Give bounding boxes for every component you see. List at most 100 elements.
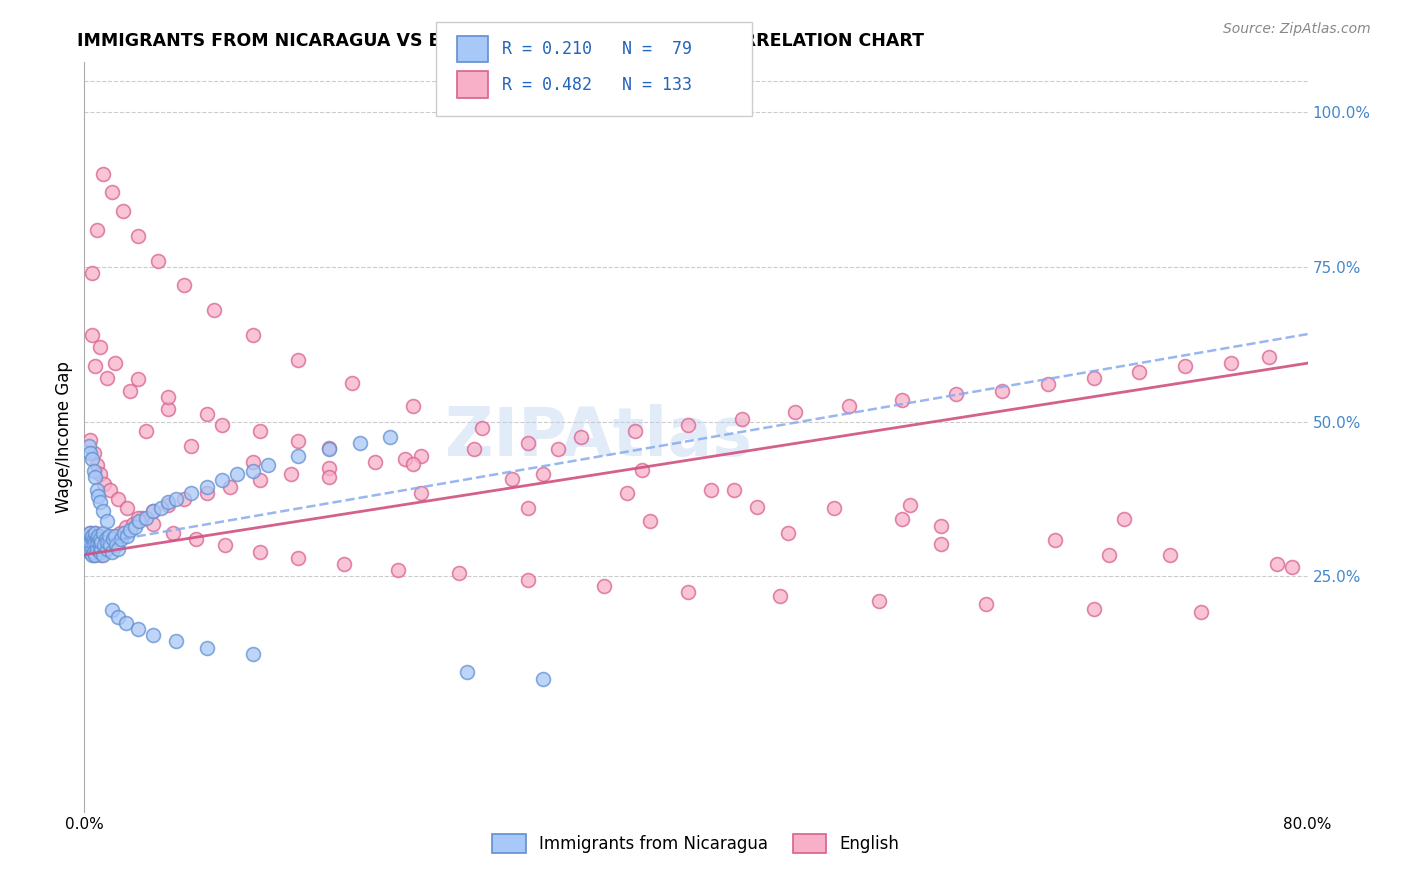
Point: [349, 436, 371, 450]
Point: [90, 535, 112, 549]
Point: [869, 594, 891, 608]
Point: [173, 491, 195, 506]
Point: [409, 485, 432, 500]
Point: [107, 541, 129, 556]
Point: [318, 442, 340, 457]
Point: [87, 529, 110, 543]
Text: Source: ZipAtlas.com: Source: ZipAtlas.com: [1223, 22, 1371, 37]
Point: [127, 228, 149, 243]
Point: [77, 439, 100, 453]
Point: [105, 538, 128, 552]
Point: [838, 399, 860, 413]
Point: [96, 541, 118, 556]
Point: [769, 589, 792, 603]
Point: [471, 421, 494, 435]
Point: [146, 253, 169, 268]
Point: [287, 449, 309, 463]
Point: [89, 538, 111, 552]
Point: [97, 529, 120, 543]
Point: [991, 384, 1014, 398]
Point: [1114, 512, 1136, 526]
Point: [83, 548, 105, 562]
Point: [531, 467, 554, 482]
Point: [135, 510, 157, 524]
Point: [280, 467, 302, 482]
Point: [723, 483, 745, 497]
Point: [77, 541, 100, 556]
Point: [79, 526, 101, 541]
Point: [1083, 601, 1105, 615]
Point: [678, 585, 700, 599]
Point: [86, 538, 108, 552]
Point: [898, 498, 921, 512]
Point: [79, 433, 101, 447]
Point: [387, 563, 409, 577]
Point: [1258, 350, 1281, 364]
Point: [80, 266, 103, 280]
Point: [131, 510, 153, 524]
Point: [1045, 533, 1067, 548]
Point: [318, 470, 340, 484]
Point: [112, 526, 135, 541]
Point: [83, 544, 105, 558]
Point: [114, 615, 136, 630]
Point: [976, 597, 998, 611]
Point: [1036, 377, 1059, 392]
Y-axis label: Wage/Income Gap: Wage/Income Gap: [55, 361, 73, 513]
Point: [101, 186, 124, 200]
Point: [785, 405, 807, 419]
Point: [823, 501, 845, 516]
Point: [340, 376, 363, 391]
Text: R = 0.210   N =  79: R = 0.210 N = 79: [502, 40, 692, 58]
Point: [1159, 548, 1181, 562]
Point: [249, 474, 271, 488]
Point: [364, 455, 387, 469]
Point: [184, 533, 207, 547]
Point: [447, 566, 470, 581]
Point: [89, 495, 111, 509]
Point: [89, 529, 111, 543]
Point: [124, 520, 146, 534]
Point: [211, 474, 233, 488]
Point: [84, 470, 107, 484]
Point: [1265, 557, 1288, 571]
Point: [226, 467, 249, 482]
Point: [195, 407, 218, 421]
Point: [157, 390, 180, 404]
Point: [96, 541, 118, 556]
Point: [110, 533, 132, 547]
Point: [142, 504, 165, 518]
Point: [115, 501, 138, 516]
Point: [89, 340, 111, 354]
Point: [80, 548, 103, 562]
Point: [287, 550, 309, 565]
Point: [891, 392, 914, 407]
Point: [218, 480, 240, 494]
Point: [1189, 605, 1212, 619]
Point: [945, 386, 967, 401]
Point: [80, 529, 103, 543]
Point: [83, 445, 105, 459]
Point: [287, 352, 309, 367]
Point: [108, 526, 131, 541]
Point: [516, 573, 538, 587]
Point: [135, 424, 157, 438]
Point: [1083, 371, 1105, 385]
Point: [165, 491, 187, 506]
Point: [86, 483, 108, 497]
Point: [249, 424, 271, 438]
Point: [747, 500, 769, 514]
Point: [86, 541, 108, 556]
Point: [87, 538, 110, 552]
Point: [214, 538, 236, 552]
Point: [402, 457, 425, 471]
Point: [87, 535, 110, 549]
Point: [242, 327, 264, 342]
Point: [257, 458, 280, 472]
Point: [211, 417, 233, 432]
Point: [79, 544, 101, 558]
Point: [101, 603, 124, 617]
Point: [516, 501, 538, 516]
Point: [91, 504, 114, 518]
Point: [80, 533, 103, 547]
